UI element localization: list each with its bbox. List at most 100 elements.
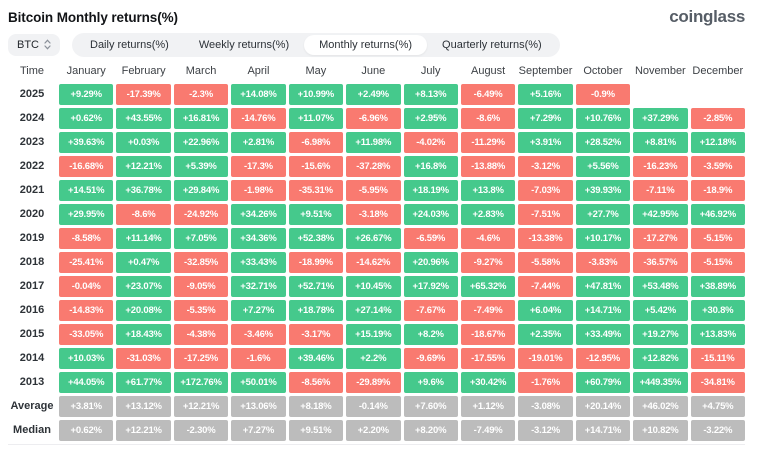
return-cell: +27.14%: [346, 300, 401, 321]
return-cell: +0.62%: [59, 108, 114, 129]
return-cell: -17.27%: [633, 228, 688, 249]
row-label: Median: [13, 424, 51, 436]
return-cell: +5.39%: [173, 156, 229, 177]
return-cell: -3.46%: [231, 324, 286, 345]
return-cell: +7.60%: [403, 396, 458, 417]
table-row-2015: 2015 -33.05% +18.43% -4.38% -3.46% -3.17% +15.…: [8, 324, 745, 345]
tab-quarterly-returns[interactable]: Quarterly returns(%): [427, 35, 557, 55]
return-cell: -24.92%: [173, 204, 229, 225]
return-cell: +0.03%: [116, 132, 171, 153]
row-label: 2015: [19, 328, 45, 340]
column-header-june: June: [361, 65, 386, 77]
return-cell: -7.49%: [460, 300, 516, 321]
return-cell: -7.67%: [403, 300, 458, 321]
return-cell: +2.20%: [346, 420, 401, 441]
return-cell: [633, 84, 687, 105]
return-cell: -36.57%: [633, 252, 688, 273]
return-cell: +29.95%: [59, 204, 114, 225]
table-row-2018: 2018 -25.41% +0.47% -32.85% +33.43% -18.99% -1…: [8, 252, 745, 273]
return-cell: -31.03%: [116, 348, 171, 369]
return-cell: +8.81%: [633, 132, 688, 153]
return-cell: -9.27%: [460, 252, 516, 273]
return-cell: +10.76%: [575, 108, 631, 129]
return-cell: +33.49%: [575, 324, 631, 345]
return-cell: +18.78%: [288, 300, 344, 321]
row-label: 2023: [19, 136, 45, 148]
return-cell: +7.29%: [518, 108, 573, 129]
table-row-2019: 2019 -8.58% +11.14% +7.05% +34.36% +52.38% +26…: [8, 228, 745, 249]
return-cell: +33.43%: [231, 252, 286, 273]
row-label: 2017: [19, 280, 45, 292]
return-cell: -18.67%: [460, 324, 516, 345]
return-cell: +14.71%: [575, 420, 631, 441]
return-cell: +0.47%: [116, 252, 171, 273]
return-cell: +7.27%: [231, 420, 286, 441]
return-cell: -14.62%: [346, 252, 401, 273]
return-cell: +9.51%: [288, 420, 344, 441]
return-cell: -9.69%: [403, 348, 458, 369]
return-cell: -16.23%: [633, 156, 688, 177]
return-cell: -17.55%: [460, 348, 516, 369]
row-label: 2014: [19, 352, 45, 364]
column-header-time: Time: [19, 65, 45, 77]
return-cell: -25.41%: [59, 252, 114, 273]
tab-monthly-returns[interactable]: Monthly returns(%): [304, 34, 428, 55]
return-cell: -14.76%: [231, 108, 286, 129]
return-cell: +12.21%: [173, 396, 229, 417]
return-cell: +37.29%: [633, 108, 688, 129]
return-cell: -5.15%: [690, 252, 745, 273]
table-row-2020: 2020 +29.95% -8.6% -24.92% +34.26% +9.51% -3.1…: [8, 204, 745, 225]
return-cell: +10.03%: [59, 348, 114, 369]
table-row-2017: 2017 -0.04% +23.07% -9.05% +32.71% +52.71% +10…: [8, 276, 745, 297]
symbol-select[interactable]: BTC: [8, 33, 60, 56]
return-cell: -0.04%: [59, 276, 114, 297]
table-row-2022: 2022 -16.68% +12.21% +5.39% -17.3% -15.6% -37.…: [8, 156, 745, 177]
return-cell: +39.63%: [59, 132, 114, 153]
return-cell: +24.03%: [403, 204, 458, 225]
return-cell: +53.48%: [633, 276, 688, 297]
return-cell: +8.13%: [403, 84, 458, 105]
return-cell: +14.51%: [59, 180, 114, 201]
row-label: 2021: [19, 184, 45, 196]
return-cell: +10.82%: [633, 420, 688, 441]
return-cell: -17.25%: [173, 348, 229, 369]
return-cell: +9.51%: [288, 204, 344, 225]
table-row-2013: 2013 +44.05% +61.77% +172.76% +50.01% -8.56% -…: [8, 372, 745, 393]
column-header-may: May: [305, 65, 327, 77]
return-cell: +11.07%: [288, 108, 344, 129]
return-cell: -4.6%: [460, 228, 516, 249]
return-cell: -3.17%: [288, 324, 344, 345]
return-cell: +20.08%: [116, 300, 171, 321]
column-header-april: April: [247, 65, 270, 77]
table-row-average: Average +3.81% +13.12% +12.21% +13.06% +8.18%…: [8, 396, 745, 417]
return-cell: +38.89%: [690, 276, 745, 297]
tab-daily-returns[interactable]: Daily returns(%): [75, 35, 184, 55]
return-cell: +6.04%: [518, 300, 573, 321]
returns-tab-group: Daily returns(%) Weekly returns(%) Monthly…: [72, 32, 560, 57]
return-cell: -7.49%: [460, 420, 516, 441]
return-cell: -6.59%: [403, 228, 458, 249]
return-cell: +22.96%: [173, 132, 229, 153]
bottom-divider: [8, 444, 745, 455]
return-cell: -17.39%: [116, 84, 171, 105]
return-cell: -6.96%: [346, 108, 401, 129]
return-cell: +5.42%: [633, 300, 688, 321]
return-cell: +8.18%: [288, 396, 344, 417]
table-row-2021: 2021 +14.51% +36.78% +29.84% -1.98% -35.31% -5…: [8, 180, 745, 201]
tab-weekly-returns[interactable]: Weekly returns(%): [184, 35, 304, 55]
return-cell: +65.32%: [460, 276, 516, 297]
return-cell: -3.08%: [518, 396, 573, 417]
return-cell: -5.58%: [518, 252, 573, 273]
return-cell: -16.68%: [59, 156, 114, 177]
up-down-chevrons-icon: [44, 39, 51, 50]
return-cell: -1.6%: [231, 348, 286, 369]
return-cell: -3.59%: [690, 156, 745, 177]
return-cell: +29.84%: [173, 180, 229, 201]
return-cell: +13.12%: [116, 396, 171, 417]
return-cell: -3.12%: [518, 420, 573, 441]
return-cell: -33.05%: [59, 324, 114, 345]
return-cell: +12.18%: [690, 132, 745, 153]
return-cell: -1.76%: [518, 372, 573, 393]
column-header-september: September: [518, 65, 573, 77]
